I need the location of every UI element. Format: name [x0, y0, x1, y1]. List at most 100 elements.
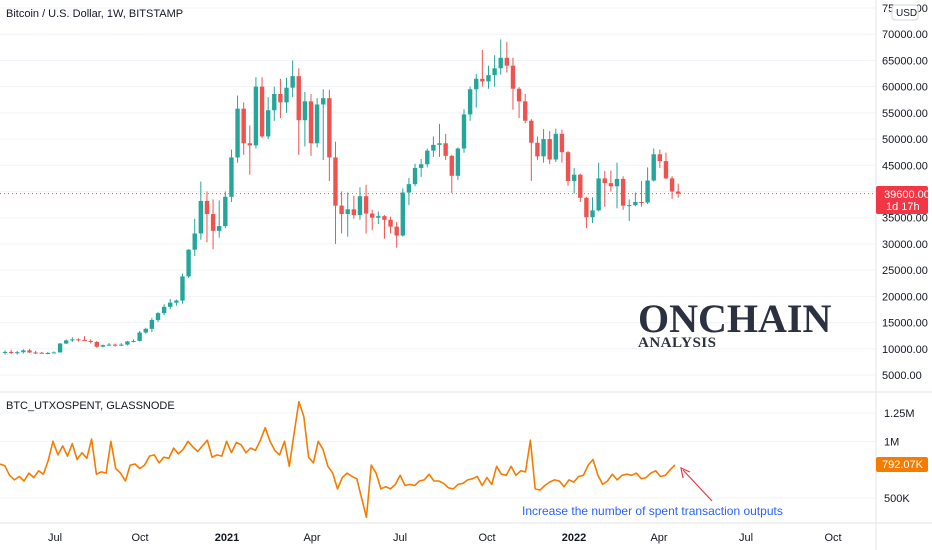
candle-body [296, 76, 301, 121]
candle-body [376, 216, 381, 218]
candle-body [602, 178, 607, 184]
candle-body [210, 214, 216, 231]
time-axis-tick: Apr [303, 532, 320, 544]
candle-body [394, 226, 399, 236]
time-axis-tick: Oct [131, 532, 148, 544]
indicator-value-label: 792.07K [882, 459, 924, 471]
candle-body [474, 78, 479, 90]
candle-body [15, 352, 20, 354]
candle-body [345, 209, 350, 215]
candle-body [321, 98, 326, 105]
candle-body [223, 196, 228, 227]
candle-body [645, 180, 650, 203]
indicator-axis-tick: 1.25M [884, 408, 915, 420]
candle-body [541, 139, 546, 157]
candle-body [614, 178, 620, 187]
candle-body [400, 192, 405, 236]
utxo-spent-line [0, 400, 676, 519]
candle-body [198, 200, 204, 234]
candle-body [578, 174, 583, 198]
price-axis-tick: 65000.00 [882, 55, 928, 67]
candle-body [351, 209, 357, 216]
watermark-analysis: ANALYSIS [638, 335, 716, 351]
candle-body [596, 178, 601, 211]
candle-body [168, 302, 173, 307]
price-axis-tick: 30000.00 [882, 239, 928, 251]
candle-body [523, 101, 528, 121]
candle-body [235, 108, 240, 158]
candle-body [437, 143, 442, 145]
candle-body [584, 197, 589, 218]
candle-body [229, 157, 234, 197]
candle-body [143, 328, 148, 333]
candle-body [39, 352, 44, 354]
candle-body [559, 133, 565, 153]
candle-body [486, 75, 491, 82]
price-axis-tick: 25000.00 [882, 265, 928, 277]
candle-body [290, 76, 295, 88]
candle-body [247, 143, 252, 146]
main-chart-title: Bitcoin / U.S. Dollar, 1W, BITSTAMP [6, 8, 183, 20]
candle-body [657, 154, 663, 162]
candle-body [21, 350, 26, 353]
candle-body [125, 341, 130, 345]
time-axis-tick: 2021 [215, 532, 239, 544]
candle-body [620, 178, 626, 206]
price-axis-tick: 35000.00 [882, 213, 928, 225]
candle-body [57, 343, 63, 353]
price-axis-tick: 50000.00 [882, 134, 928, 146]
candle-body [480, 78, 485, 82]
candle-body [535, 142, 540, 157]
price-pane [0, 7, 876, 376]
currency-button[interactable] [891, 4, 919, 21]
candle-body [418, 164, 424, 168]
candle-body [51, 352, 57, 354]
candle-body [161, 306, 167, 314]
time-axis-tick: Jul [739, 532, 753, 544]
candle-body [278, 93, 283, 103]
price-axis-tick: 45000.00 [882, 160, 928, 172]
candle-body [284, 87, 289, 103]
candle-body [259, 86, 265, 137]
countdown-label: 1d 17h [886, 201, 920, 213]
candle-body [8, 351, 14, 353]
candle-body [571, 174, 577, 182]
price-axis-tick: 70000.00 [882, 29, 928, 41]
indicator-pane [0, 400, 876, 519]
candle-body [633, 201, 638, 206]
candle-body [204, 200, 210, 215]
candle-body [45, 352, 51, 354]
candle-body [327, 98, 332, 158]
candle-body [33, 352, 38, 354]
candle-body [370, 213, 375, 218]
time-axis-tick: Jul [393, 532, 407, 544]
candle-body [308, 101, 314, 144]
currency-label: USD [896, 8, 917, 19]
price-axis-tick: 55000.00 [882, 108, 928, 120]
candle-body [510, 65, 516, 89]
candle-body [388, 219, 393, 227]
candle-body [112, 344, 118, 346]
candle-body [333, 157, 338, 206]
annotation-arrow-head [680, 466, 691, 479]
candle-body [137, 332, 142, 341]
candle-body [590, 210, 595, 218]
price-axis-tick: 10000.00 [882, 344, 928, 356]
candle-body [180, 276, 185, 301]
candle-body [27, 350, 32, 353]
candle-body [676, 191, 681, 194]
last-price-badge [876, 186, 928, 214]
candle-body [241, 108, 246, 144]
indicator-axis-tick: 500K [884, 493, 910, 505]
candle-body [265, 110, 271, 137]
candle-body [272, 93, 277, 111]
candle-body [119, 344, 124, 346]
candle-body [155, 313, 161, 320]
candle-body [82, 339, 87, 341]
candle-body [76, 339, 81, 341]
time-axis-tick: Jul [48, 532, 62, 544]
candle-body [131, 340, 136, 342]
candle-body [455, 148, 461, 176]
candle-body [498, 57, 503, 69]
